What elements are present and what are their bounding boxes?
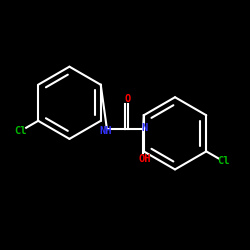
Text: OH: OH	[138, 154, 151, 164]
Text: Cl: Cl	[217, 156, 230, 166]
Text: N: N	[141, 123, 148, 133]
Text: O: O	[124, 94, 130, 104]
Text: NH: NH	[99, 126, 112, 136]
Text: Cl: Cl	[14, 126, 27, 136]
